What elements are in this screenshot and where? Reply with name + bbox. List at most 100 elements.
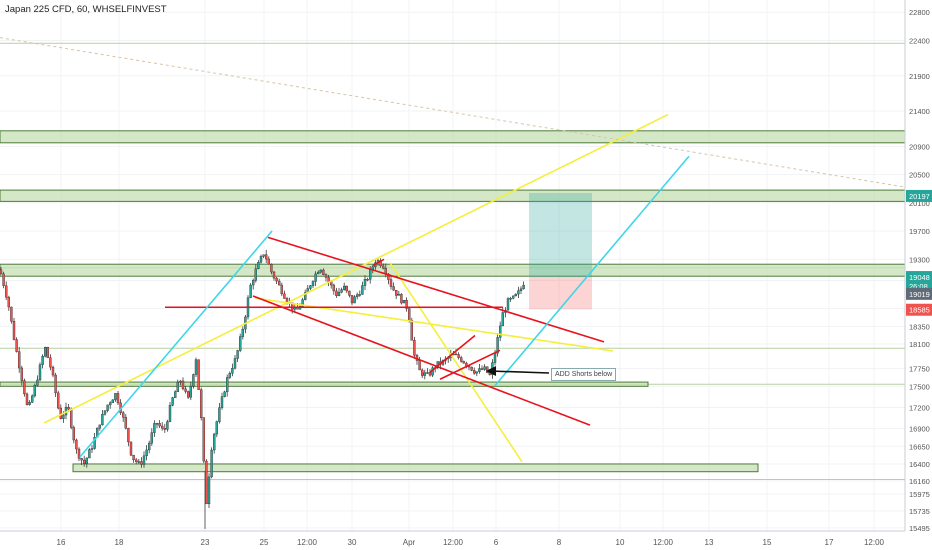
trendline-red[interactable] — [439, 349, 501, 380]
candle-body — [121, 412, 125, 418]
price-badge[interactable] — [906, 271, 932, 284]
x-tick-label: 13 — [705, 538, 714, 547]
candle-body — [142, 455, 146, 465]
trendline-red[interactable] — [252, 295, 591, 426]
price-badge[interactable] — [906, 189, 932, 202]
candle-body — [251, 280, 255, 286]
candle-body — [176, 381, 180, 392]
trendline-cyan[interactable] — [79, 230, 273, 458]
candle-body — [486, 366, 489, 373]
sr-zone[interactable] — [0, 130, 906, 144]
candle-body — [31, 395, 34, 403]
x-tick-label: 10 — [616, 538, 625, 547]
y-tick-label: 15495 — [909, 524, 930, 533]
trendline-red[interactable] — [429, 334, 476, 373]
candle-body — [462, 361, 465, 364]
candle-body — [228, 372, 232, 378]
candle-body — [382, 265, 385, 269]
y-tick-label: 19300 — [909, 255, 930, 264]
candle-body — [80, 458, 83, 461]
candle-body — [478, 368, 481, 372]
trendline-yellow[interactable] — [389, 262, 523, 463]
candle-body — [69, 408, 73, 428]
candle-body — [166, 421, 169, 430]
candle-body — [101, 414, 104, 426]
trendline-red[interactable] — [267, 236, 605, 343]
candle-body — [421, 369, 424, 376]
candle-body — [418, 360, 421, 371]
candle-body — [512, 295, 515, 299]
candle-body — [309, 285, 312, 289]
candle-body — [241, 328, 245, 337]
x-tick-label: 12:00 — [653, 538, 674, 547]
candle-body — [340, 289, 343, 293]
candle-body — [270, 263, 273, 273]
y-tick-label: 21900 — [909, 72, 930, 81]
candle-body — [38, 364, 42, 381]
price-badge[interactable] — [906, 303, 932, 316]
candle-body — [283, 293, 286, 299]
candle-body — [98, 424, 102, 429]
y-tick-label: 16650 — [909, 442, 930, 451]
candle-body — [108, 402, 112, 406]
sr-zone[interactable] — [0, 381, 649, 387]
y-tick-label: 20900 — [909, 142, 930, 151]
candle-body — [12, 320, 16, 340]
sr-zone[interactable] — [0, 189, 906, 202]
price-badge-label: 20197 — [909, 192, 930, 201]
trendline-yellow[interactable] — [43, 113, 669, 424]
y-tick-label: 15735 — [909, 507, 930, 516]
x-tick-label: 16 — [57, 538, 66, 547]
candle-body — [36, 379, 39, 386]
candle-body — [150, 432, 154, 444]
candle-body — [280, 284, 283, 295]
candle-body — [350, 295, 354, 304]
candle-body — [257, 262, 260, 270]
candle-body — [153, 423, 156, 433]
candle-body — [483, 366, 486, 370]
price-badge-label: 19048 — [909, 273, 930, 282]
candle-body — [400, 293, 403, 304]
position-target-zone[interactable] — [529, 192, 592, 278]
candle-body — [317, 271, 320, 275]
candle-body — [410, 320, 413, 341]
candle-body — [145, 449, 148, 457]
candle-body — [332, 284, 335, 292]
price-badge-label: 18585 — [909, 306, 930, 315]
candle-body — [4, 285, 8, 298]
trendline-red[interactable] — [372, 258, 385, 267]
candle-body — [238, 336, 242, 351]
y-tick-label: 15975 — [909, 490, 930, 499]
x-tick-label: 23 — [201, 538, 210, 547]
candle-body — [496, 337, 499, 354]
sr-zone[interactable] — [0, 263, 906, 277]
candle-body — [202, 417, 206, 462]
trendline-gray-dashed[interactable] — [0, 37, 932, 193]
candle-body — [82, 459, 86, 464]
x-tick-label: 12:00 — [443, 538, 464, 547]
candle-body — [473, 370, 476, 374]
candle-body — [77, 448, 81, 459]
candle-body — [348, 290, 351, 296]
chart-title: Japan 225 CFD, 60, WHSELFINVEST — [5, 4, 167, 15]
candle-body — [519, 288, 523, 291]
x-tick-label: 12:00 — [864, 538, 885, 547]
candle-body — [15, 339, 18, 352]
candle-body — [54, 374, 57, 394]
price-badge-label: 26:08 — [909, 282, 928, 291]
candle-body — [231, 367, 234, 374]
annotation-label[interactable]: ADD Shorts below — [551, 368, 617, 381]
candle-body — [140, 461, 143, 465]
trendline-cyan[interactable] — [494, 155, 690, 387]
candle-body — [210, 449, 213, 478]
price-badge[interactable] — [906, 287, 932, 300]
candle-body — [457, 354, 460, 358]
candle-body — [389, 279, 393, 287]
candle-body — [137, 461, 141, 463]
candle-body — [197, 359, 200, 390]
candle-body — [314, 273, 317, 282]
candle-body — [192, 374, 195, 387]
sr-zone[interactable] — [72, 463, 759, 473]
x-tick-label: 8 — [557, 538, 562, 547]
